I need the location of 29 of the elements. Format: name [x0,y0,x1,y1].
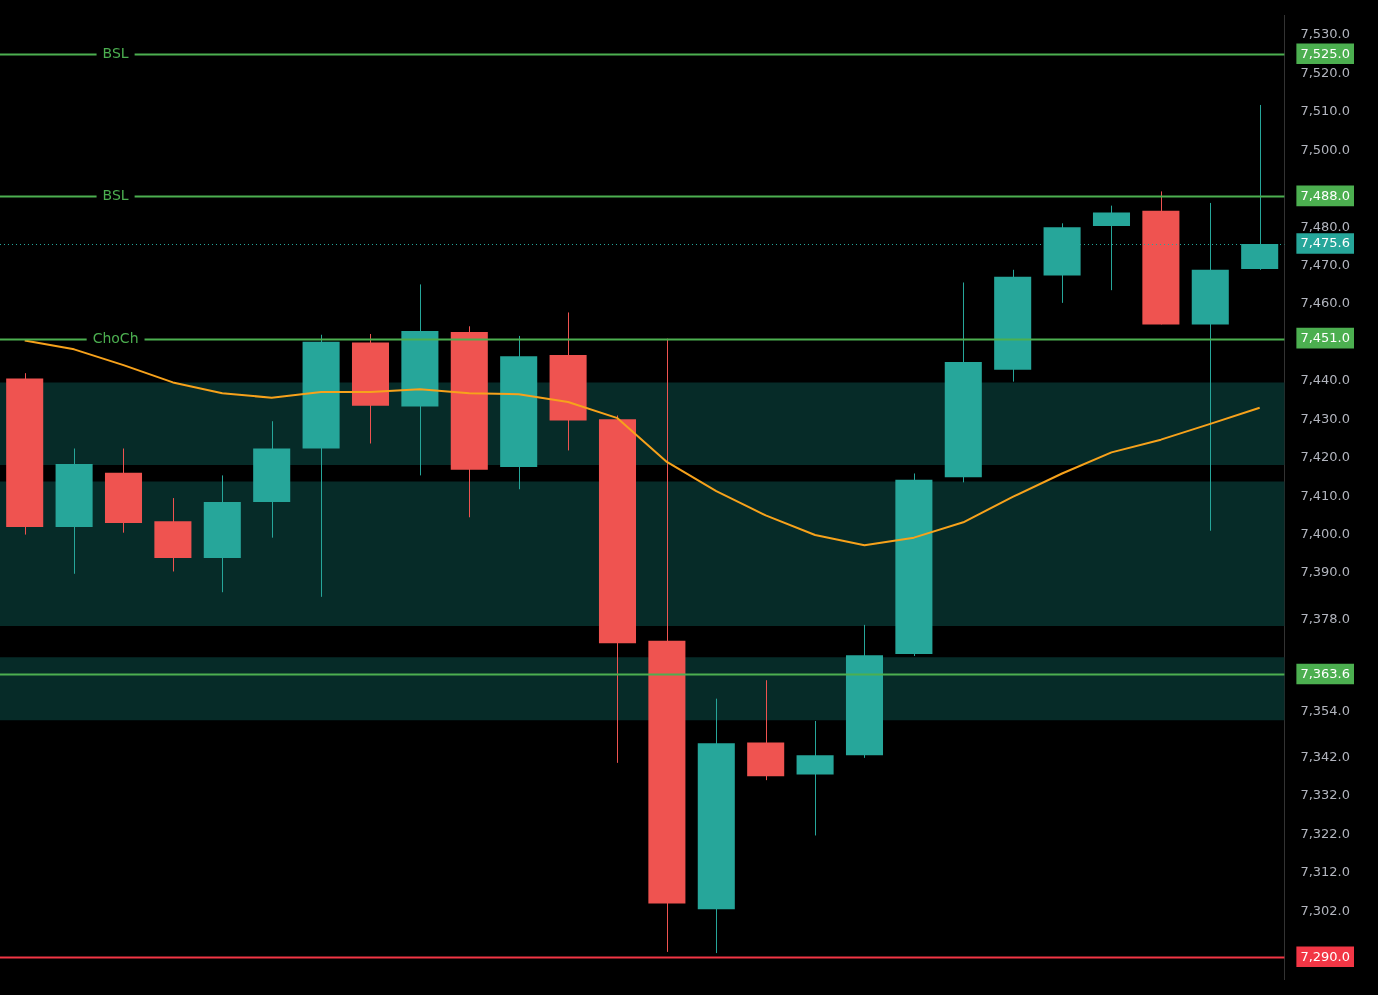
y-tick-label: 7,500.0 [1300,141,1351,157]
y-tick-label: 7,378.0 [1300,610,1351,626]
y-tick-label: 7,440.0 [1300,372,1351,388]
y-tick-label: 7,520.0 [1300,64,1351,80]
y-tick-label: 7,322.0 [1300,825,1351,841]
y-tick-label: 7,510.0 [1300,103,1351,119]
y-tick-label: 7,451.0 [1300,329,1351,345]
ref-line-label: ChoCh [92,330,139,347]
y-tick-label: 7,475.6 [1300,235,1351,251]
y-tick-label: 7,290.0 [1300,948,1351,964]
y-tick-label: 7,488.0 [1300,187,1351,203]
y-tick-label: 7,400.0 [1300,525,1351,541]
y-tick-label: 7,420.0 [1300,449,1351,465]
y-tick-label: 7,312.0 [1300,864,1351,880]
y-tick-label: 7,390.0 [1300,564,1351,580]
y-tick-label: 7,480.0 [1300,218,1351,234]
y-tick-label: 7,342.0 [1300,748,1351,764]
y-tick-label: 7,302.0 [1300,902,1351,918]
ref-line-label: BSL [102,45,129,62]
y-tick-label: 7,430.0 [1300,410,1351,426]
y-tick-label: 7,530.0 [1300,26,1351,42]
y-tick-label: 7,470.0 [1300,256,1351,272]
y-tick-label: 7,410.0 [1300,487,1351,503]
y-tick-label: 7,525.0 [1300,45,1351,61]
y-tick-label: 7,332.0 [1300,787,1351,803]
y-tick-label: 7,363.6 [1300,665,1351,681]
y-tick-label: 7,354.0 [1300,702,1351,718]
y-tick-label: 7,460.0 [1300,295,1351,311]
ref-line-label: BSL [102,187,129,204]
